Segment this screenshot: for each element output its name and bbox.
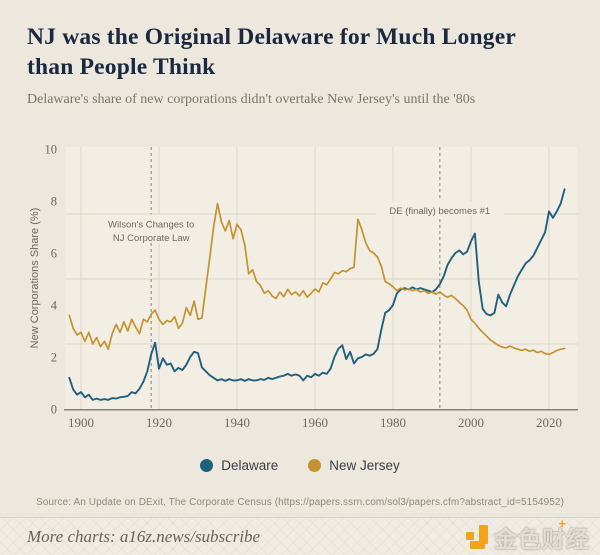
x-tick-2000: 2000 [458,415,484,430]
source-note: Source: An Update on DExit, The Corporat… [35,497,565,508]
page-title: NJ was the Original Delaware for Much Lo… [27,22,583,82]
annotation-text-0-0: Wilson's Changes to [108,219,194,230]
jinse-logo-icon [466,524,489,549]
more-charts-text: More charts: a16z.news/subscribe [27,526,261,546]
y-tick-10: 10 [45,143,58,157]
x-tick-1940: 1940 [224,415,250,430]
page-subtitle: Delaware's share of new corporations did… [27,92,476,107]
footer-bar: More charts: a16z.news/subscribe 金色财经 + [0,516,600,555]
x-tick-1960: 1960 [302,415,328,430]
legend-label-delaware: Delaware [221,458,279,473]
series-line-new-jersey [68,202,566,356]
x-tick-2020: 2020 [536,415,562,430]
y-axis-title: New Corporations Share (%) [29,208,41,349]
annotation-text-0-1: NJ Corporate Law [113,233,190,244]
jinse-brand: 金色财经 + [466,516,590,554]
x-tick-1900: 1900 [68,415,94,430]
series-line-delaware [68,188,566,401]
page-title-line2: than People Think [27,54,216,81]
line-chart: Wilson's Changes to NJ Corporate Law DE (f… [0,130,600,432]
chart-canvas: Wilson's Changes to NJ Corporate Law DE (f… [29,143,578,430]
legend-item-delaware: Delaware [200,458,278,473]
legend-item-new-jersey: New Jersey [308,458,400,473]
new-jersey-dot-icon [308,459,322,472]
y-tick-6: 6 [51,247,57,261]
chart-legend: Delaware New Jersey [0,458,600,473]
y-tick-4: 4 [51,299,58,313]
annotation-mask-1 [375,200,505,216]
delaware-dot-icon [200,459,214,472]
x-tick-1980: 1980 [380,415,406,430]
page-title-line1: NJ was the Original Delaware for Much Lo… [27,24,516,50]
y-tick-0: 0 [51,403,57,417]
x-tick-1920: 1920 [146,415,172,430]
jinse-watermark-text: 金色财经 [494,525,590,552]
y-tick-2: 2 [51,351,57,365]
legend-label-new-jersey: New Jersey [329,458,400,473]
watermark-plus-accent: + [558,515,566,531]
y-tick-8: 8 [51,195,57,209]
annotation-mask-0 [97,214,206,243]
plot-area [65,147,578,409]
annotation-text-1-0: DE (finally) becomes #1 [389,206,490,217]
